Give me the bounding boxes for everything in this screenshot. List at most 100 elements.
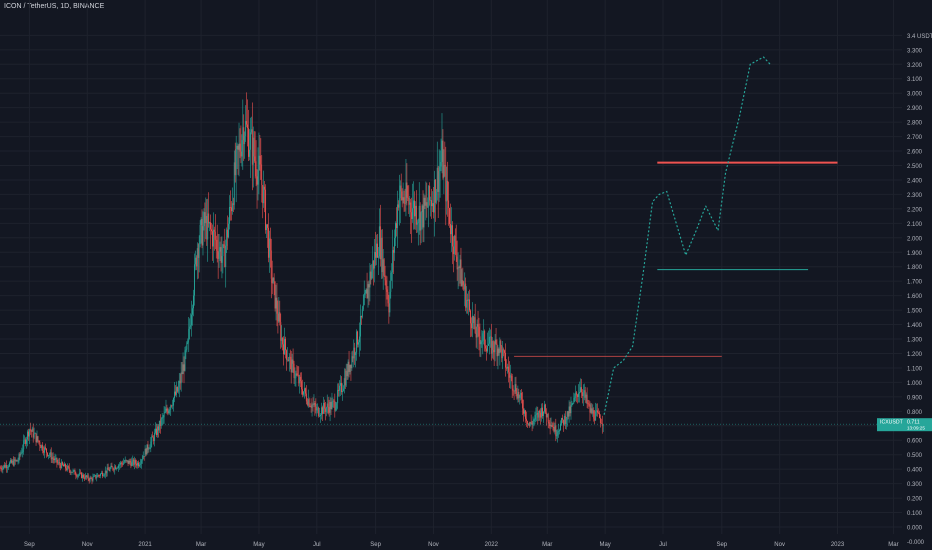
x-tick-label: Sep (716, 542, 727, 548)
candle-body (522, 399, 524, 409)
candle-body (584, 390, 586, 398)
x-axis: Sep Nov 2021 Mar May Jul Sep Nov 2022 Mar May Jul Se… (24, 542, 899, 548)
candle-body (81, 472, 83, 479)
price-badge-price: 0.711 (907, 420, 920, 426)
candles (0, 92, 604, 485)
candle-body (435, 191, 437, 203)
candle-body (521, 392, 523, 400)
candle-body (364, 293, 366, 296)
candle-body (148, 448, 150, 450)
candle-body (269, 238, 271, 251)
y-tick-label: 1.100 (907, 366, 923, 372)
y-tick-label: -0.000 (907, 540, 925, 546)
candle-body (175, 387, 177, 395)
x-tick-label: Jul (313, 542, 321, 548)
y-tick-label: 3.000 (907, 92, 923, 98)
candle-body (563, 415, 565, 425)
symbol-interval: 1D (60, 3, 70, 10)
candle-body (273, 277, 275, 282)
candle-body (137, 462, 138, 466)
y-axis: 3.4 USDT 3.300 3.200 3.100 3.000 2.900 2.800 2.… (907, 34, 932, 546)
candle-body (358, 342, 359, 345)
candle-body (529, 422, 531, 426)
candle-body (600, 423, 602, 424)
candle-body (18, 454, 20, 462)
candle-body (582, 392, 584, 396)
candle-body (551, 425, 553, 427)
candle-body (213, 229, 215, 232)
candle-body (470, 323, 472, 329)
candle-body (84, 475, 86, 479)
candle-body (509, 375, 511, 378)
candle-body (530, 422, 532, 424)
candle-body (249, 132, 251, 150)
candle-body (74, 470, 76, 475)
symbol-exchange: BINANCE (73, 3, 105, 10)
candle-body (100, 473, 101, 476)
candle-body (67, 466, 69, 468)
candle-body (327, 403, 329, 408)
candle-body (21, 452, 23, 453)
candle-body (86, 475, 88, 478)
candle-body (141, 458, 143, 461)
candle-body (428, 185, 430, 207)
candle-body (438, 171, 440, 192)
candle-body (443, 164, 445, 178)
candle-body (264, 186, 266, 190)
candle-body (433, 179, 435, 213)
candle-body (239, 143, 241, 152)
candle-body (503, 349, 505, 351)
y-tick-label: 3.100 (907, 77, 923, 83)
candle-body (186, 342, 188, 350)
candle-body (307, 399, 309, 405)
candle-body (572, 402, 574, 404)
candle-body (598, 412, 599, 414)
candle-body (277, 313, 279, 322)
candle-body (379, 226, 381, 260)
candle-body (465, 283, 467, 308)
candle-body (408, 198, 410, 205)
candle-body (14, 459, 16, 461)
candle-body (449, 207, 451, 225)
candle-body (412, 208, 414, 220)
candle-body (152, 436, 154, 438)
candle-body (8, 466, 9, 468)
candle-body (344, 378, 346, 386)
candle-body (592, 410, 594, 414)
candle-body (543, 404, 545, 412)
candle-body (484, 330, 486, 346)
candle-body (47, 455, 49, 456)
candle-body (367, 284, 369, 299)
candle-body (184, 350, 186, 371)
candle-body (112, 467, 114, 470)
candle-body (257, 169, 259, 185)
candle-body (477, 324, 479, 327)
candle-body (168, 410, 170, 414)
candle-body (226, 229, 228, 246)
candle-body (201, 218, 203, 246)
candle-body (456, 256, 458, 270)
candle-body (237, 145, 239, 150)
candle-body (354, 347, 356, 355)
candle-body (448, 200, 450, 208)
candle-body (387, 292, 389, 304)
candle-body (244, 136, 246, 145)
candle-body (1, 469, 3, 470)
candle-body (253, 137, 255, 157)
candle-body (520, 392, 522, 396)
candle-body (274, 281, 276, 309)
candle-body (211, 229, 212, 232)
candle-body (66, 466, 68, 470)
candle-body (547, 413, 549, 422)
candle-body (594, 418, 596, 421)
candle-body (182, 364, 184, 375)
candle-body (554, 425, 556, 432)
candle-body (506, 367, 507, 369)
candle-body (492, 341, 494, 350)
candle-body (514, 384, 516, 392)
candle-body (390, 272, 392, 292)
candle-body (326, 403, 328, 408)
candle-body (587, 403, 589, 404)
